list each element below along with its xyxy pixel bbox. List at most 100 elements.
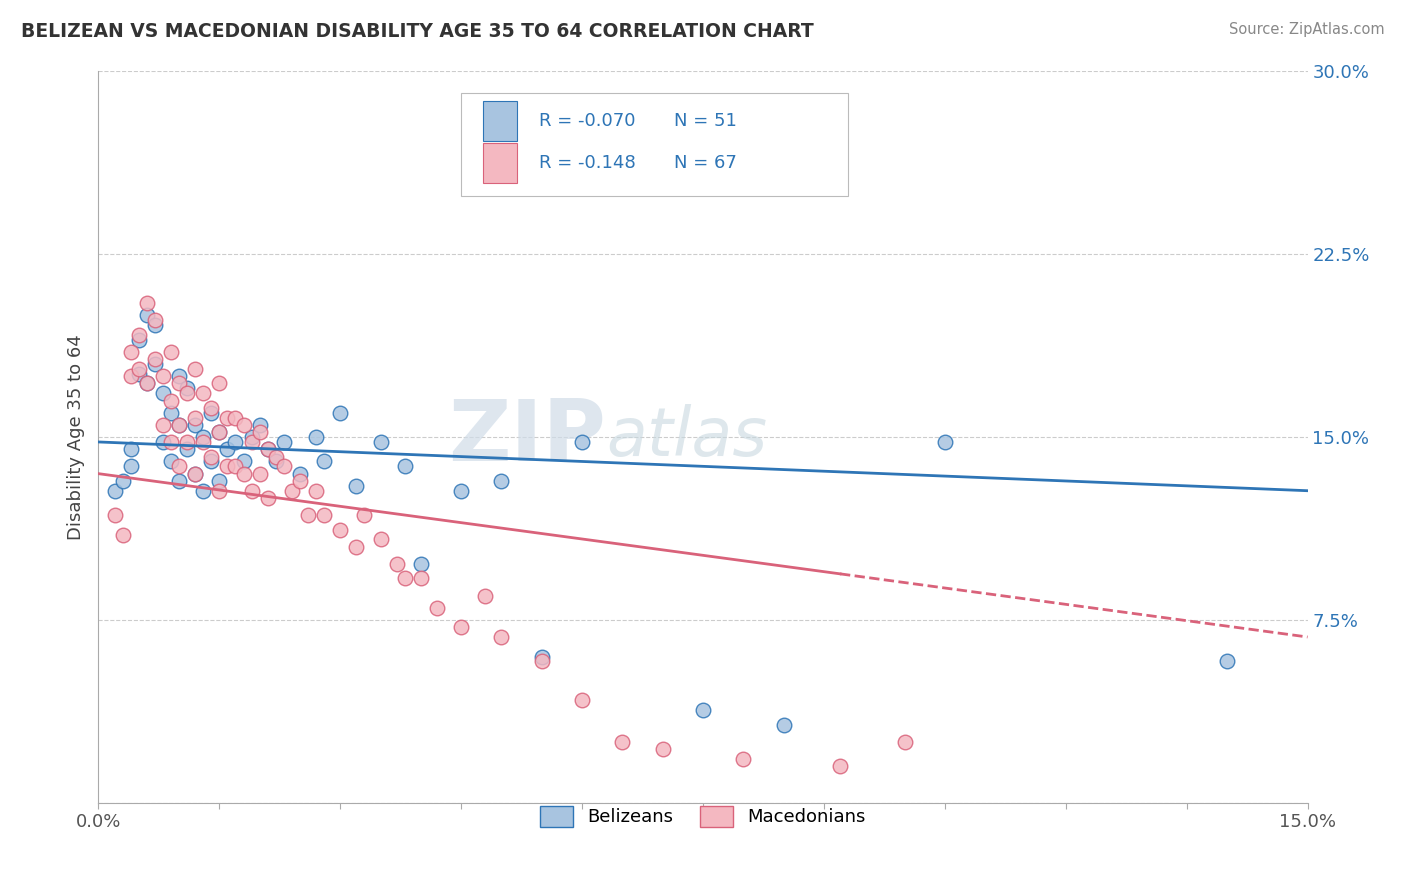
Point xyxy=(135,376,157,391)
Point xyxy=(450,620,472,634)
Point xyxy=(370,434,392,449)
Point xyxy=(249,467,271,481)
Point xyxy=(314,454,336,468)
Point xyxy=(200,450,222,464)
Point xyxy=(111,474,134,488)
Point xyxy=(240,430,263,444)
Point xyxy=(240,483,263,498)
Point xyxy=(232,417,254,432)
Point xyxy=(143,357,166,371)
Text: N = 67: N = 67 xyxy=(673,153,737,172)
Point xyxy=(394,459,416,474)
Point xyxy=(208,474,231,488)
Bar xyxy=(482,143,517,183)
Point xyxy=(273,459,295,474)
Point xyxy=(143,318,166,332)
Point xyxy=(288,474,311,488)
Point xyxy=(143,313,166,327)
Text: Source: ZipAtlas.com: Source: ZipAtlas.com xyxy=(1229,22,1385,37)
Point xyxy=(491,474,513,488)
Point xyxy=(256,442,278,457)
Text: N = 51: N = 51 xyxy=(673,112,737,130)
Point xyxy=(120,459,142,474)
Point xyxy=(256,442,278,457)
Point xyxy=(120,442,142,457)
Point xyxy=(217,442,239,457)
Point xyxy=(934,434,956,449)
Point xyxy=(111,527,134,541)
Point xyxy=(474,589,496,603)
Point xyxy=(120,344,142,359)
Point xyxy=(314,508,336,522)
Point xyxy=(264,450,287,464)
Point xyxy=(184,467,207,481)
Point xyxy=(329,523,352,537)
Point xyxy=(143,352,166,367)
Point xyxy=(193,483,215,498)
Point xyxy=(281,483,304,498)
Point xyxy=(128,327,150,342)
Point xyxy=(530,649,553,664)
Point xyxy=(193,430,215,444)
Point xyxy=(733,752,755,766)
Point xyxy=(232,467,254,481)
Point xyxy=(450,483,472,498)
Point xyxy=(208,376,231,391)
Point xyxy=(571,693,593,707)
Point xyxy=(394,572,416,586)
Point xyxy=(208,425,231,440)
Point xyxy=(160,406,183,420)
Point xyxy=(176,386,198,401)
Point xyxy=(256,491,278,505)
Point xyxy=(167,459,190,474)
Point xyxy=(249,417,271,432)
Point xyxy=(612,735,634,749)
Point xyxy=(530,654,553,668)
Point xyxy=(692,703,714,717)
Point xyxy=(152,369,174,384)
Point xyxy=(128,367,150,381)
Point xyxy=(893,735,915,749)
Point xyxy=(167,474,190,488)
Point xyxy=(224,459,246,474)
Point xyxy=(217,410,239,425)
Point xyxy=(160,454,183,468)
Point xyxy=(135,376,157,391)
Point xyxy=(1216,654,1239,668)
Point xyxy=(167,376,190,391)
Point xyxy=(288,467,311,481)
Point xyxy=(176,381,198,395)
Point xyxy=(120,369,142,384)
Point xyxy=(409,572,432,586)
Point xyxy=(176,434,198,449)
Point xyxy=(344,540,367,554)
Text: R = -0.148: R = -0.148 xyxy=(538,153,636,172)
Point xyxy=(772,718,794,732)
Point xyxy=(264,454,287,468)
Point xyxy=(491,630,513,644)
Point xyxy=(409,557,432,571)
Text: R = -0.070: R = -0.070 xyxy=(538,112,636,130)
Point xyxy=(135,296,157,310)
Point xyxy=(184,467,207,481)
Point xyxy=(103,508,125,522)
Point xyxy=(152,386,174,401)
Point xyxy=(193,434,215,449)
Text: atlas: atlas xyxy=(606,404,768,470)
Point xyxy=(329,406,352,420)
Point xyxy=(208,483,231,498)
Point xyxy=(128,333,150,347)
Point xyxy=(200,406,222,420)
Point xyxy=(103,483,125,498)
Point xyxy=(240,434,263,449)
Y-axis label: Disability Age 35 to 64: Disability Age 35 to 64 xyxy=(66,334,84,540)
Bar xyxy=(482,101,517,141)
Point xyxy=(160,393,183,408)
Point xyxy=(200,454,222,468)
Point xyxy=(426,600,449,615)
Point xyxy=(273,434,295,449)
Point xyxy=(224,410,246,425)
Point xyxy=(370,533,392,547)
Point xyxy=(344,479,367,493)
Text: BELIZEAN VS MACEDONIAN DISABILITY AGE 35 TO 64 CORRELATION CHART: BELIZEAN VS MACEDONIAN DISABILITY AGE 35… xyxy=(21,22,814,41)
